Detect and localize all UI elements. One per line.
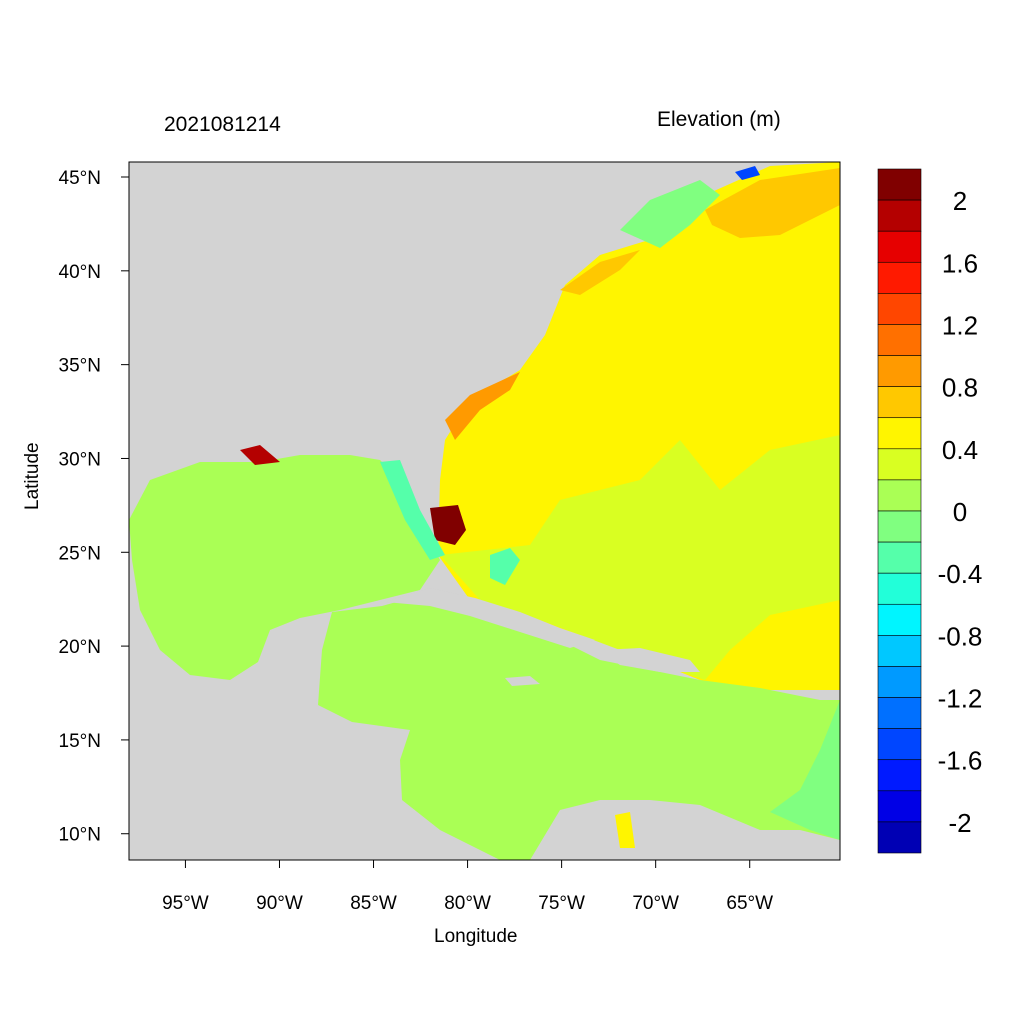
- northeast-coast-orange: [705, 168, 840, 238]
- colorbar-swatch: [877, 790, 922, 823]
- x-axis: 95°W 90°W 85°W 80°W 75°W 70°W 65°W: [162, 860, 773, 914]
- colorbar-swatch: [877, 355, 922, 387]
- y-tick-label: 10°N: [59, 825, 101, 846]
- variable-title: Elevation (m): [657, 108, 781, 131]
- colorbar-swatch: [877, 199, 922, 232]
- y-tick-label: 30°N: [59, 449, 101, 470]
- colorbar-swatch: [877, 168, 922, 201]
- plot-frame: [128, 161, 841, 861]
- x-tick-label: 65°W: [726, 893, 773, 914]
- colorbar-label: 2: [953, 186, 967, 216]
- x-tick-label: 70°W: [632, 893, 679, 914]
- midatlantic-orange: [560, 250, 640, 295]
- colorbar-swatch: [877, 697, 922, 729]
- gulf-coast-red: [240, 445, 280, 465]
- colorbar-swatch: [877, 293, 922, 325]
- gulf-of-mexico: [129, 455, 440, 680]
- eastern-caribbean-green: [770, 700, 840, 840]
- x-tick-label: 90°W: [256, 893, 303, 914]
- colorbar-label: -1.2: [938, 684, 983, 714]
- colorbar: 2 1.6 1.2 0.8 0.4 0 -0.4 -0.8 -1.2 -1.6 -2: [877, 168, 983, 854]
- y-tick-label: 20°N: [59, 637, 101, 658]
- colorbar-swatch: [877, 603, 922, 636]
- colorbar-swatch: [877, 479, 922, 512]
- colorbar-swatch: [877, 666, 922, 698]
- y-tick-label: 35°N: [59, 356, 101, 377]
- colorbar-label: -1.6: [938, 746, 983, 776]
- colorbar-swatch: [877, 510, 922, 543]
- colorbar-swatch: [877, 821, 922, 854]
- gulf-of-maine: [620, 180, 720, 248]
- colorbar-label: 0.8: [942, 373, 978, 403]
- florida-west-cyan: [380, 460, 445, 560]
- colorbar-label: 1.2: [942, 310, 978, 340]
- colorbar-swatch: [877, 230, 922, 263]
- timestamp-title: 2021081214: [164, 113, 281, 136]
- x-axis-label: Longitude: [434, 926, 518, 947]
- jamaica: [505, 676, 540, 686]
- colorbar-swatch: [877, 417, 922, 450]
- y-tick-label: 15°N: [59, 731, 101, 752]
- colorbar-label: 1.6: [942, 248, 978, 278]
- colorbar-label: 0.4: [942, 435, 978, 465]
- colorbar-swatch: [877, 261, 922, 294]
- colorbar-swatch: [877, 386, 922, 419]
- southeast-coast-orange: [445, 372, 520, 440]
- x-tick-label: 95°W: [162, 893, 209, 914]
- caribbean-sea: [318, 592, 840, 860]
- colorbar-swatch: [877, 635, 922, 667]
- x-tick-label: 85°W: [350, 893, 397, 914]
- atlantic-southern-zone: [440, 435, 840, 680]
- colorbar-label: 0: [953, 497, 967, 527]
- colorbar-label: -0.4: [938, 559, 983, 589]
- colorbar-swatch: [877, 541, 922, 574]
- y-tick-label: 25°N: [59, 543, 101, 564]
- colorbar-label: -0.8: [938, 621, 983, 651]
- cuba: [385, 588, 595, 648]
- colorbar-swatch: [877, 448, 922, 481]
- bahamas-cyan: [490, 548, 520, 585]
- hispaniola: [598, 648, 700, 672]
- y-tick-label: 40°N: [59, 262, 101, 283]
- colorbar-swatch: [877, 759, 922, 792]
- y-tick-label: 45°N: [59, 168, 101, 189]
- florida-surge-red: [430, 505, 466, 545]
- colorbar-swatch: [877, 324, 922, 356]
- x-tick-label: 75°W: [538, 893, 585, 914]
- nova-scotia-blue: [735, 166, 760, 180]
- venezuela-yellow: [615, 812, 635, 848]
- x-tick-label: 80°W: [444, 893, 491, 914]
- colorbar-label: -2: [948, 808, 971, 838]
- y-axis: 10°N 15°N 20°N 25°N 30°N 35°N 40°N 45°N: [59, 168, 129, 846]
- colorbar-swatch: [877, 572, 922, 605]
- colorbar-swatch: [877, 728, 922, 761]
